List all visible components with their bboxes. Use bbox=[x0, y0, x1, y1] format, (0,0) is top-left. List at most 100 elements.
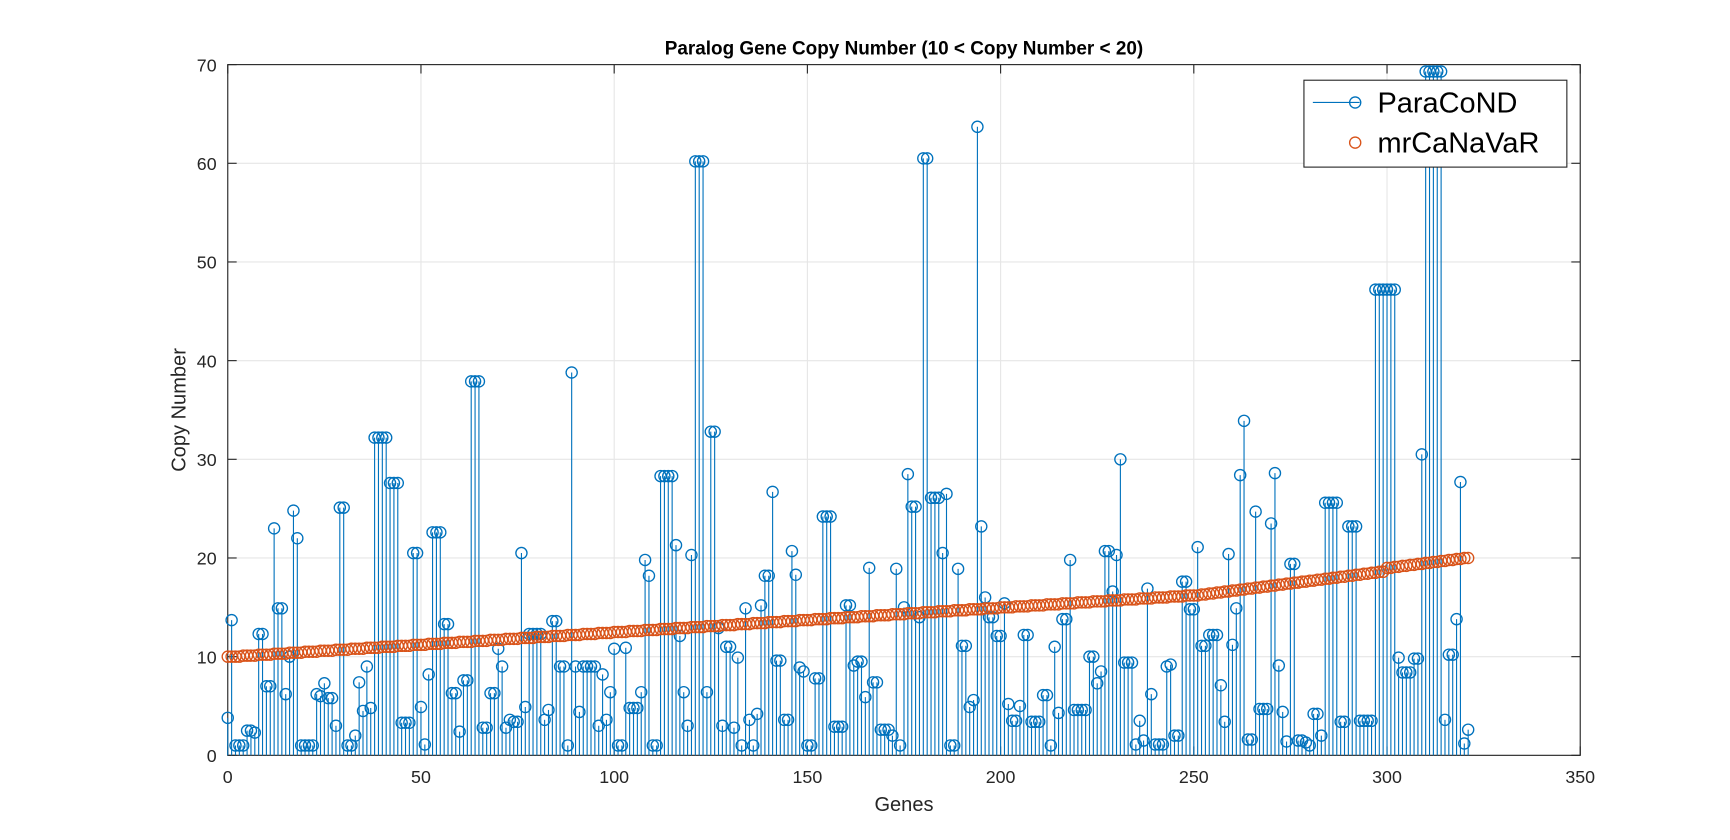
marker bbox=[1036, 688, 1050, 702]
marker bbox=[743, 713, 756, 727]
marker bbox=[1230, 602, 1243, 615]
marker bbox=[1303, 739, 1316, 752]
marker bbox=[1376, 565, 1390, 579]
marker bbox=[623, 701, 636, 715]
marker bbox=[1133, 714, 1146, 728]
marker bbox=[851, 655, 864, 668]
marker bbox=[434, 526, 447, 539]
marker bbox=[747, 739, 760, 752]
marker bbox=[797, 665, 810, 678]
marker bbox=[967, 693, 980, 707]
marker bbox=[886, 729, 899, 742]
y-axis-label: Copy Number bbox=[168, 348, 190, 472]
marker bbox=[727, 721, 741, 734]
marker bbox=[588, 660, 602, 673]
marker bbox=[1365, 714, 1378, 728]
marker bbox=[1257, 702, 1270, 716]
marker bbox=[1311, 707, 1324, 721]
marker bbox=[565, 366, 578, 379]
marker bbox=[932, 491, 946, 505]
marker bbox=[1129, 738, 1143, 751]
marker bbox=[379, 431, 393, 444]
marker bbox=[291, 532, 304, 545]
marker bbox=[631, 701, 644, 715]
marker bbox=[1183, 603, 1197, 616]
marker bbox=[391, 476, 405, 490]
marker bbox=[947, 739, 961, 752]
marker bbox=[955, 639, 969, 653]
marker bbox=[816, 510, 830, 523]
marker bbox=[832, 720, 845, 733]
marker bbox=[1400, 666, 1413, 679]
marker bbox=[418, 738, 432, 751]
marker bbox=[584, 660, 598, 673]
marker bbox=[1179, 575, 1193, 588]
marker bbox=[457, 674, 470, 687]
marker bbox=[855, 655, 868, 668]
marker bbox=[511, 715, 524, 729]
marker bbox=[1342, 520, 1355, 533]
series-markers bbox=[221, 551, 1475, 663]
marker bbox=[1005, 714, 1019, 728]
marker bbox=[1195, 639, 1208, 653]
legend: ParaCoND mrCaNaVaR bbox=[1303, 79, 1568, 168]
marker bbox=[754, 599, 768, 612]
x-tick-label: 0 bbox=[223, 767, 233, 787]
marker bbox=[283, 650, 296, 663]
marker bbox=[321, 691, 335, 705]
x-tick-label: 100 bbox=[599, 767, 629, 787]
marker bbox=[1087, 650, 1100, 663]
marker bbox=[1276, 705, 1289, 719]
marker bbox=[781, 713, 795, 727]
marker bbox=[828, 720, 841, 733]
marker bbox=[515, 546, 528, 560]
marker bbox=[1063, 553, 1077, 567]
marker bbox=[364, 701, 377, 715]
marker bbox=[229, 739, 242, 752]
marker bbox=[1172, 729, 1185, 742]
marker bbox=[260, 680, 273, 693]
marker bbox=[468, 375, 482, 388]
marker bbox=[480, 721, 493, 734]
y-tick-label: 40 bbox=[197, 351, 217, 371]
marker bbox=[604, 685, 617, 699]
marker bbox=[1249, 505, 1262, 518]
marker bbox=[248, 726, 262, 739]
marker bbox=[1125, 656, 1139, 669]
marker bbox=[1203, 628, 1216, 642]
y-tick-label: 60 bbox=[197, 154, 217, 174]
marker bbox=[627, 701, 640, 715]
marker bbox=[1461, 723, 1475, 736]
marker bbox=[677, 685, 690, 699]
marker bbox=[824, 510, 837, 523]
marker bbox=[476, 721, 490, 734]
marker bbox=[704, 425, 718, 438]
marker bbox=[971, 120, 984, 134]
marker bbox=[770, 654, 783, 667]
marker bbox=[662, 469, 675, 483]
marker bbox=[638, 553, 652, 567]
marker bbox=[1052, 706, 1065, 720]
marker bbox=[1431, 65, 1444, 78]
marker bbox=[862, 561, 876, 575]
marker bbox=[990, 629, 1003, 643]
marker bbox=[1156, 738, 1170, 751]
marker bbox=[959, 639, 973, 653]
marker bbox=[252, 627, 265, 641]
marker bbox=[1060, 612, 1073, 626]
marker bbox=[920, 152, 934, 165]
marker bbox=[839, 599, 853, 612]
marker bbox=[1241, 733, 1255, 746]
marker bbox=[801, 739, 814, 752]
marker bbox=[917, 152, 930, 165]
marker bbox=[1461, 551, 1475, 565]
marker bbox=[847, 659, 860, 672]
marker bbox=[376, 431, 389, 444]
x-tick-label: 350 bbox=[1565, 767, 1595, 787]
marker bbox=[866, 676, 880, 689]
marker bbox=[619, 641, 633, 655]
marker bbox=[1330, 496, 1344, 509]
marker bbox=[812, 672, 826, 685]
marker bbox=[1056, 612, 1069, 626]
